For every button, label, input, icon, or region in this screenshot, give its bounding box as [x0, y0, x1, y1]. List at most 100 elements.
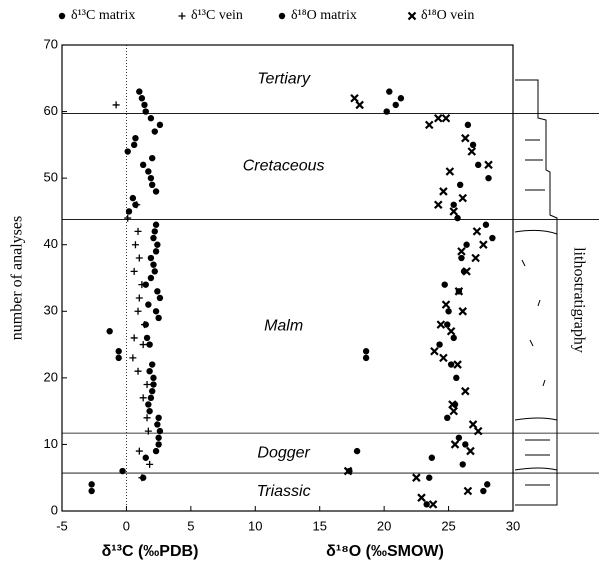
- period-label: Dogger: [257, 444, 310, 461]
- data-point: [467, 147, 477, 156]
- data-point: [129, 194, 137, 202]
- data-point: [146, 368, 153, 375]
- data-point: [446, 326, 456, 336]
- data-point: [433, 200, 443, 210]
- legend-marker: [58, 12, 66, 20]
- period-label: Malm: [264, 317, 303, 334]
- data-point: [124, 148, 131, 155]
- data-point: [471, 253, 480, 263]
- data-point: [138, 474, 146, 482]
- data-point: [140, 321, 148, 329]
- data-point: [450, 334, 457, 342]
- series: [346, 88, 496, 508]
- data-point: [150, 234, 157, 242]
- data-point: [115, 348, 122, 355]
- data-point: [147, 174, 155, 182]
- data-point: [449, 207, 459, 216]
- data-point: [145, 301, 152, 308]
- data-point: [355, 100, 364, 110]
- data-point: [454, 287, 464, 296]
- data-point: [461, 133, 470, 143]
- x-tick-label: -5: [56, 518, 68, 533]
- data-point: [143, 414, 151, 422]
- x-axis-label: δ¹³C (‰PDB): [102, 543, 199, 560]
- data-point: [152, 248, 160, 255]
- data-point: [130, 267, 138, 275]
- data-point: [441, 281, 448, 288]
- data-point: [456, 181, 464, 188]
- data-point: [448, 400, 457, 409]
- data-point: [149, 181, 156, 188]
- data-point: [156, 121, 164, 129]
- data-point: [428, 500, 438, 509]
- legend-item: δ¹⁸O matrix: [278, 8, 357, 23]
- data-point: [155, 314, 162, 322]
- data-point: [147, 274, 155, 282]
- data-point: [450, 440, 460, 449]
- data-point: [112, 101, 120, 109]
- data-point: [154, 288, 161, 295]
- x-tick-label: 20: [377, 518, 391, 533]
- y-tick-label: 10: [44, 436, 58, 451]
- legend-label: δ¹³C vein: [191, 8, 243, 23]
- series: [343, 93, 493, 509]
- data-point: [458, 254, 465, 262]
- data-point: [433, 113, 443, 123]
- data-point: [466, 446, 475, 456]
- legend-label: δ¹³C matrix: [71, 8, 135, 23]
- legend-marker: [407, 11, 417, 21]
- data-point: [353, 447, 361, 455]
- data-point: [135, 294, 143, 302]
- data-point: [139, 394, 147, 402]
- data-point: [426, 474, 433, 481]
- data-point: [445, 167, 455, 176]
- data-point: [133, 201, 141, 209]
- data-point: [155, 414, 162, 421]
- y-axis-label: number of analyses: [9, 216, 26, 340]
- data-point: [150, 261, 157, 268]
- data-point: [125, 208, 133, 215]
- data-point: [423, 501, 430, 508]
- data-point: [146, 460, 154, 468]
- data-point: [468, 420, 478, 429]
- data-point: [469, 141, 477, 149]
- data-point: [138, 281, 146, 289]
- y-tick-label: 70: [44, 36, 58, 51]
- data-point: [482, 221, 490, 228]
- data-point: [417, 493, 426, 502]
- data-point: [412, 473, 421, 482]
- data-point: [143, 334, 151, 342]
- data-point: [88, 487, 95, 495]
- data-point: [449, 406, 459, 416]
- data-point: [461, 386, 470, 396]
- x-tick-label: 25: [441, 518, 455, 533]
- data-point: [444, 414, 451, 421]
- data-point: [152, 221, 160, 228]
- data-point: [436, 320, 446, 329]
- data-point: [134, 307, 142, 315]
- legend-marker: [178, 12, 186, 20]
- data-point: [475, 161, 482, 169]
- data-point: [139, 161, 147, 169]
- data-point: [473, 426, 483, 436]
- x-tick-label: 5: [187, 518, 194, 533]
- data-point: [441, 113, 451, 123]
- data-point: [454, 214, 461, 222]
- data-point: [462, 267, 471, 276]
- data-point: [462, 441, 469, 448]
- data-point: [151, 228, 158, 235]
- data-point: [152, 447, 160, 455]
- data-point: [106, 328, 113, 335]
- data-point: [397, 95, 405, 102]
- data-point: [150, 381, 157, 388]
- data-point: [458, 193, 468, 203]
- data-point: [362, 354, 370, 362]
- data-point: [386, 88, 393, 95]
- litho-column: [514, 79, 558, 506]
- data-point: [145, 401, 152, 408]
- data-point: [151, 268, 158, 275]
- data-point: [130, 334, 138, 342]
- data-point: [439, 187, 448, 196]
- data-point: [441, 300, 451, 309]
- data-point: [152, 308, 160, 315]
